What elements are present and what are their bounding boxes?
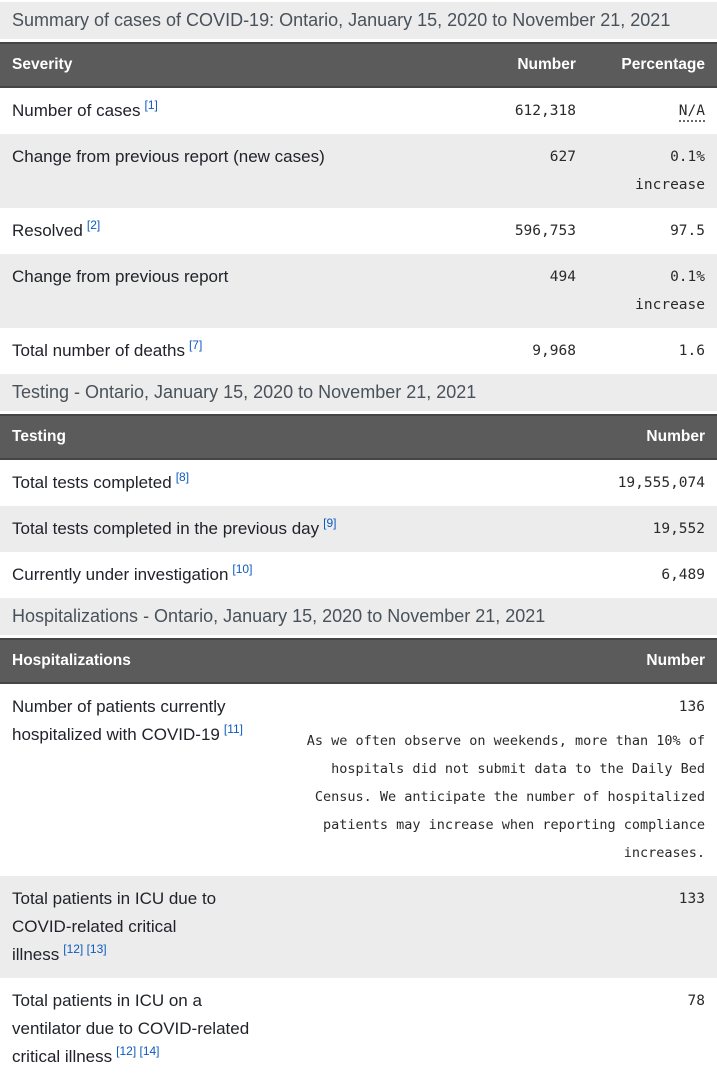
number-cell: 136	[678, 699, 705, 715]
footnote-ref-link[interactable]: [7]	[188, 338, 203, 353]
row-label: Total patients in ICU due to COVID-relat…	[12, 889, 217, 964]
percentage-cell: N/A	[588, 87, 717, 134]
percentage-direction: increase	[635, 177, 705, 193]
hospitalizations-table: Hospitalizations Number Number of patien…	[0, 638, 717, 1080]
footnote-ref-link[interactable]: [2]	[86, 218, 101, 233]
number-cell: 596,753	[514, 223, 576, 239]
table-row-number-of-cases: Number of cases [1] 612,318 N/A	[0, 87, 717, 134]
severity-header-row: Severity Number Percentage	[0, 42, 717, 88]
number-cell: 627	[549, 149, 576, 165]
table-row-under-investigation: Currently under investigation [10] 6,489	[0, 552, 717, 598]
testing-section-title: Testing - Ontario, January 15, 2020 to N…	[0, 374, 717, 411]
row-label: Total tests completed	[12, 473, 172, 492]
percentage-cell: 0.1% increase	[588, 134, 717, 208]
footnote-ref-link[interactable]: [12] [14]	[116, 1044, 160, 1059]
footnote-ref-link[interactable]: [1]	[144, 98, 158, 113]
row-label: Resolved	[12, 221, 83, 240]
table-row-total-deaths: Total number of deaths [7] 9,968 1.6	[0, 328, 717, 374]
table-row-change-previous: Change from previous report 494 0.1% inc…	[0, 254, 717, 328]
severity-table: Severity Number Percentage Number of cas…	[0, 42, 717, 374]
number-cell: 6,489	[661, 567, 705, 583]
row-label: Change from previous report	[12, 267, 229, 286]
row-label: Number of cases	[12, 101, 141, 120]
footnote-ref-link[interactable]: [11]	[223, 722, 243, 737]
footnote-ref-link[interactable]: [9]	[323, 516, 337, 531]
col-header-hospitalizations: Hospitalizations	[0, 638, 269, 684]
table-row-total-tests: Total tests completed [8] 19,555,074	[0, 459, 717, 506]
col-header-number: Number	[394, 42, 588, 88]
number-cell: 19,552	[652, 521, 705, 537]
percentage-cell: 1.6	[678, 343, 705, 359]
row-label: Total patients in ICU on a ventilator du…	[12, 991, 250, 1066]
footnote-ref-link[interactable]: [12] [13]	[63, 942, 107, 957]
row-label: Total tests completed in the previous da…	[12, 519, 320, 538]
reporting-compliance-note: As we often observe on weekends, more th…	[306, 733, 705, 861]
summary-section-title: Summary of cases of COVID-19: Ontario, J…	[0, 2, 717, 39]
table-row-resolved: Resolved [2] 596,753 97.5	[0, 208, 717, 254]
number-cell: 78	[687, 993, 705, 1009]
row-label: Total number of deaths	[12, 341, 185, 360]
testing-header-row: Testing Number	[0, 414, 717, 460]
table-row-icu-patients: Total patients in ICU due to COVID-relat…	[0, 876, 717, 978]
number-cell: 9,968	[532, 343, 576, 359]
hospitalizations-section-title: Hospitalizations - Ontario, January 15, …	[0, 598, 717, 635]
testing-table: Testing Number Total tests completed [8] …	[0, 414, 717, 598]
percentage-value: 0.1%	[670, 149, 705, 165]
table-row-icu-ventilator-patients: Total patients in ICU on a ventilator du…	[0, 978, 717, 1080]
footnote-ref-link[interactable]: [10]	[232, 562, 253, 577]
hospitalizations-header-row: Hospitalizations Number	[0, 638, 717, 684]
row-label: Number of patients currently hospitalize…	[12, 697, 226, 744]
table-row-change-new-cases: Change from previous report (new cases) …	[0, 134, 717, 208]
footnote-ref-link[interactable]: [8]	[175, 470, 190, 485]
row-label: Change from previous report (new cases)	[12, 147, 325, 166]
col-header-severity: Severity	[0, 42, 395, 88]
number-cell: 19,555,074	[617, 475, 705, 491]
na-abbreviation[interactable]: N/A	[678, 103, 705, 122]
percentage-direction: increase	[635, 297, 705, 313]
col-header-percentage: Percentage	[587, 42, 717, 88]
row-label: Currently under investigation	[12, 565, 229, 584]
col-header-number: Number	[268, 638, 717, 684]
percentage-cell: 0.1% increase	[588, 254, 717, 328]
table-row-tests-previous-day: Total tests completed in the previous da…	[0, 506, 717, 552]
percentage-value: 0.1%	[670, 269, 705, 285]
percentage-cell: 97.5	[670, 223, 705, 239]
table-row-currently-hospitalized: Number of patients currently hospitalize…	[0, 683, 717, 876]
col-header-number: Number	[444, 414, 717, 460]
number-cell: 133	[678, 891, 705, 907]
number-cell: 494	[549, 269, 576, 285]
col-header-testing: Testing	[0, 414, 445, 460]
number-cell: 612,318	[514, 103, 576, 119]
